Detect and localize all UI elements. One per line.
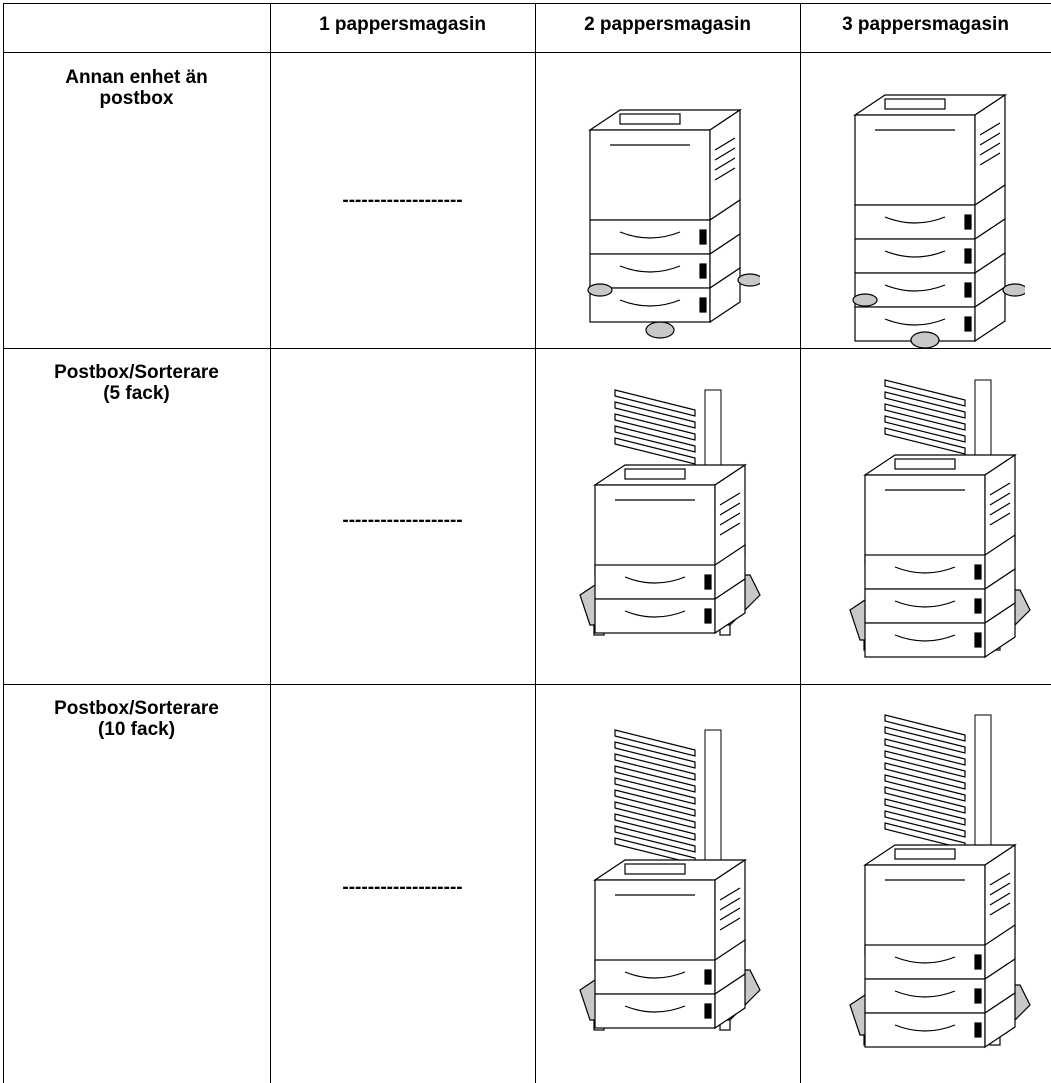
column-header: 1 pappersmagasin	[319, 14, 486, 35]
empty-cell: -------------------	[342, 877, 463, 898]
printer-illustration	[849, 379, 1031, 658]
rule	[3, 52, 1051, 53]
rule	[270, 3, 271, 1083]
empty-cell: -------------------	[342, 510, 463, 531]
rule	[535, 3, 536, 1083]
row-label: Postbox/Sorterare (10 fack)	[54, 698, 219, 740]
rule	[3, 3, 1051, 4]
row-label: Postbox/Sorterare (5 fack)	[54, 362, 219, 404]
printer-illustration	[852, 94, 1025, 349]
column-header: 3 pappersmagasin	[842, 14, 1009, 35]
rule	[3, 3, 4, 1083]
rule	[3, 684, 1051, 685]
empty-cell: -------------------	[342, 190, 463, 211]
printer-illustration	[587, 109, 760, 339]
printer-illustration	[849, 714, 1031, 1048]
printer-illustration	[579, 389, 761, 636]
row-label: Annan enhet än postbox	[65, 67, 208, 109]
column-header: 2 pappersmagasin	[584, 14, 751, 35]
printer-illustration	[579, 729, 761, 1031]
rule	[3, 348, 1051, 349]
rule	[800, 3, 801, 1083]
